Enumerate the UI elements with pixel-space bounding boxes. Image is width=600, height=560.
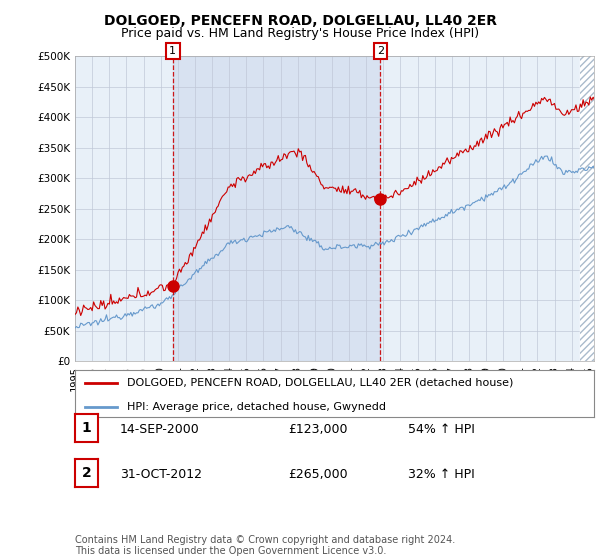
Text: 2: 2 [82,466,91,480]
Text: 32% ↑ HPI: 32% ↑ HPI [408,468,475,481]
Text: £123,000: £123,000 [288,423,347,436]
Bar [580,56,594,361]
Text: 1: 1 [82,422,91,436]
Text: 54% ↑ HPI: 54% ↑ HPI [408,423,475,436]
Text: 31-OCT-2012: 31-OCT-2012 [120,468,202,481]
Text: 14-SEP-2000: 14-SEP-2000 [120,423,200,436]
Text: £265,000: £265,000 [288,468,347,481]
Bar [580,56,594,361]
Text: 2: 2 [377,46,384,56]
Text: Price paid vs. HM Land Registry's House Price Index (HPI): Price paid vs. HM Land Registry's House … [121,27,479,40]
Text: HPI: Average price, detached house, Gwynedd: HPI: Average price, detached house, Gwyn… [127,402,386,412]
Text: Contains HM Land Registry data © Crown copyright and database right 2024.
This d: Contains HM Land Registry data © Crown c… [75,535,455,557]
Text: 1: 1 [169,46,176,56]
Text: DOLGOED, PENCEFN ROAD, DOLGELLAU, LL40 2ER (detached house): DOLGOED, PENCEFN ROAD, DOLGELLAU, LL40 2… [127,378,513,388]
Bar [173,56,380,361]
Text: DOLGOED, PENCEFN ROAD, DOLGELLAU, LL40 2ER: DOLGOED, PENCEFN ROAD, DOLGELLAU, LL40 2… [104,14,497,28]
